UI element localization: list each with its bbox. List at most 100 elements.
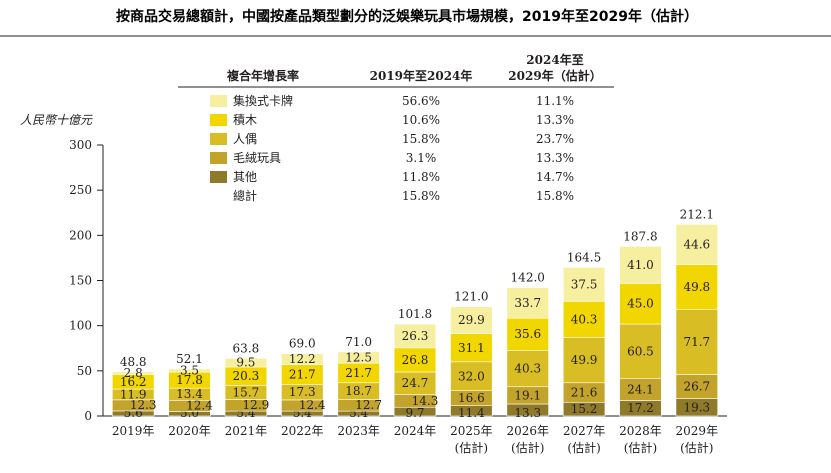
legend-swatch <box>210 95 227 107</box>
bar-value-label: 9.7 <box>405 406 424 420</box>
bar-value-label: 13.4 <box>176 387 203 401</box>
cagr-value-2019-2024: 56.6% <box>402 94 440 108</box>
x-tick-label: 2024年 <box>394 424 437 438</box>
cagr-header: 複合年增長率 <box>226 68 299 83</box>
bar-value-label: 24.7 <box>402 376 429 390</box>
legend-label: 其他 <box>233 170 257 184</box>
x-tick-label: 2020年 <box>168 424 211 438</box>
bar-value-label: 49.8 <box>683 280 710 294</box>
bar-value-label: 21.7 <box>345 366 372 380</box>
x-tick-label: 2019年 <box>112 424 155 438</box>
cagr-value-2024-2029: 11.1% <box>536 94 574 108</box>
x-tick-label: 2021年 <box>225 424 268 438</box>
bar-value-label: 19.3 <box>683 400 710 414</box>
legend-label: 總計 <box>233 188 257 203</box>
x-tick-label: (估計) <box>624 440 657 455</box>
cagr-col1-header: 2019年至2024年 <box>370 68 473 83</box>
bar-value-label: 16.6 <box>458 391 485 405</box>
bar-segment <box>562 300 606 338</box>
bar-value-label: 12.7 <box>355 398 382 412</box>
bar-total-label: 121.0 <box>454 290 488 304</box>
bars-layer: 5.612.311.916.22.848.82019年5.012.413.417… <box>112 207 718 455</box>
cagr-value-2019-2024: 11.8% <box>402 170 440 184</box>
bar-value-label: 13.3 <box>514 406 541 420</box>
bar-total-label: 187.8 <box>623 229 657 243</box>
bar-segment <box>619 246 662 284</box>
bar-segment <box>506 350 549 388</box>
legend-label: 積木 <box>233 112 257 127</box>
bar-total-label: 101.8 <box>398 307 432 321</box>
bar-total-label: 212.1 <box>680 207 714 221</box>
bar-value-label: 31.1 <box>458 341 485 355</box>
y-tick-label: 200 <box>69 228 92 242</box>
x-tick-label: 2025年 <box>450 424 493 438</box>
cagr-value-2019-2024: 10.6% <box>402 113 440 127</box>
legend-swatch <box>210 171 227 183</box>
bar-value-label: 9.5 <box>236 356 255 370</box>
bar-segment <box>675 224 718 265</box>
bar-value-label: 15.2 <box>571 402 598 416</box>
bar-value-label: 26.3 <box>402 329 429 343</box>
cagr-value-2019-2024: 15.8% <box>402 132 440 146</box>
bar-value-label: 12.2 <box>289 352 316 366</box>
bar-segment <box>506 287 549 319</box>
bar-value-label: 21.7 <box>289 367 316 381</box>
bar-value-label: 11.9 <box>120 387 147 401</box>
bar-value-label: 12.4 <box>186 398 213 412</box>
bar-value-label: 16.2 <box>120 375 147 389</box>
bar-value-label: 41.0 <box>627 258 654 272</box>
cagr-value-2019-2024: 3.1% <box>406 151 437 165</box>
bar-value-label: 37.5 <box>571 277 598 291</box>
bar-segment <box>675 374 718 399</box>
bar-total-label: 71.0 <box>345 335 372 349</box>
x-tick-label: (估計) <box>680 440 713 455</box>
cagr-legend-table: 複合年增長率 2019年至2024年 2024年至 2029年（估計） 集換式卡… <box>178 52 614 203</box>
chart-title: 按商品交易總額計，中國按產品類型劃分的泛娛樂玩具市場規模，2019年至2029年… <box>116 8 698 25</box>
y-tick-label: 50 <box>77 364 92 378</box>
bar-segment <box>619 323 662 379</box>
bar-value-label: 26.7 <box>683 380 710 394</box>
bar-segment <box>281 353 324 365</box>
legend-label: 集換式卡牌 <box>233 93 293 108</box>
y-tick-label: 250 <box>69 183 92 197</box>
bar-value-label: 11.4 <box>458 406 485 420</box>
bar-value-label: 12.5 <box>345 351 372 365</box>
x-tick-label: (估計) <box>511 440 544 455</box>
bar-segment <box>562 267 606 302</box>
bar-value-label: 17.8 <box>176 373 203 387</box>
legend-swatch <box>210 114 227 126</box>
cagr-value-2024-2029: 14.7% <box>536 170 574 184</box>
bar-value-label: 49.9 <box>571 353 598 367</box>
bar-value-label: 17.3 <box>289 385 316 399</box>
bar-segment <box>450 306 493 335</box>
bar-segment <box>337 351 380 364</box>
bar-segment <box>619 283 662 325</box>
cagr-value-2024-2029: 13.3% <box>536 113 574 127</box>
bar-value-label: 12.3 <box>130 398 157 412</box>
bar-value-label: 14.3 <box>412 394 439 408</box>
y-tick-label: 150 <box>69 274 92 288</box>
bar-value-label: 19.1 <box>514 388 541 402</box>
bar-total-label: 63.8 <box>233 341 260 355</box>
legend-label: 人偶 <box>233 132 257 146</box>
bar-value-label: 44.6 <box>683 238 710 252</box>
cagr-value-2024-2029: 15.8% <box>536 189 574 203</box>
bar-segment <box>168 368 211 373</box>
x-tick-label: 2028年 <box>619 424 662 438</box>
bar-segment <box>112 371 155 375</box>
x-tick-label: 2023年 <box>337 424 380 438</box>
bar-value-label: 29.9 <box>458 313 485 327</box>
bar-value-label: 60.5 <box>627 344 654 358</box>
cagr-col2-header-line1: 2024年至 <box>526 52 583 67</box>
cagr-value-2024-2029: 13.3% <box>536 151 574 165</box>
x-tick-label: 2029年 <box>676 424 719 438</box>
bar-total-label: 164.5 <box>567 250 601 264</box>
bar-segment <box>450 361 493 392</box>
bar-value-label: 21.6 <box>571 386 598 400</box>
bar-value-label: 32.0 <box>458 369 485 383</box>
x-tick-label: 2026年 <box>506 424 549 438</box>
bar-value-label: 71.7 <box>683 335 710 349</box>
bar-total-label: 69.0 <box>289 337 316 351</box>
bar-segment <box>450 333 493 363</box>
